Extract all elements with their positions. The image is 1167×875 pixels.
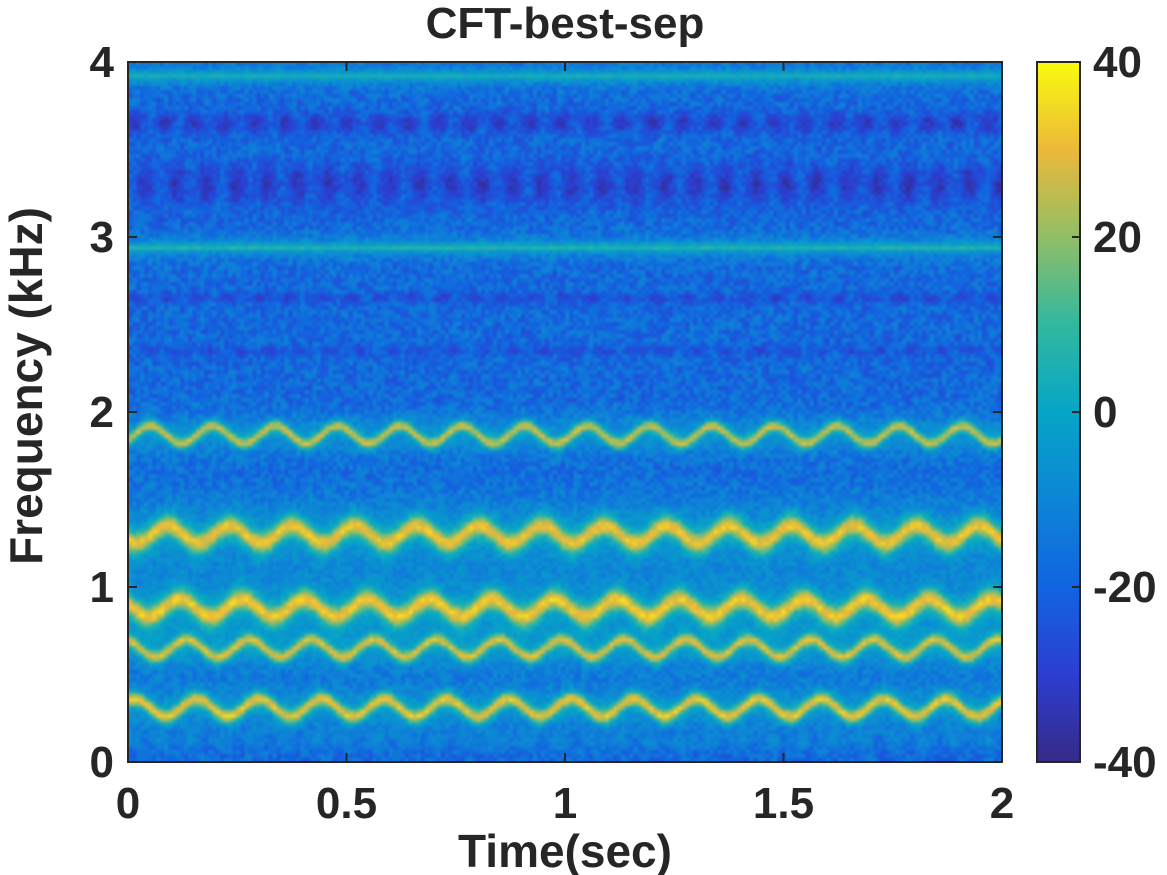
colorbar-tick-label: -20 (1093, 563, 1157, 612)
spectrogram-image (128, 62, 1002, 762)
colorbar-tick-label: -40 (1093, 738, 1157, 787)
y-axis-ticks: 0 1 2 3 4 (90, 38, 1002, 787)
colorbar-tick-label: 20 (1093, 213, 1142, 262)
x-tick-label: 2 (990, 779, 1014, 828)
x-axis-label: Time(sec) (458, 825, 672, 875)
x-tick-label: 0 (116, 779, 140, 828)
y-tick-label: 0 (90, 738, 114, 787)
y-tick-label: 2 (90, 388, 114, 437)
chart-title: CFT-best-sep (426, 0, 705, 48)
y-tick-label: 1 (90, 563, 114, 612)
y-tick-label: 3 (90, 213, 114, 262)
colorbar-tick-label: 0 (1093, 388, 1117, 437)
colorbar-ticks: 40 20 0 -20 -40 (1072, 38, 1157, 787)
x-tick-label: 0.5 (316, 779, 377, 828)
heatmap-area (128, 62, 1002, 762)
y-tick-label: 4 (90, 38, 115, 87)
x-tick-label: 1.5 (753, 779, 814, 828)
y-axis-label: Frequency (kHz) (0, 207, 52, 565)
colorbar-tick-label: 40 (1093, 38, 1142, 87)
x-axis-ticks: 0 0.5 1 1.5 2 (116, 62, 1014, 828)
x-tick-label: 1 (553, 779, 577, 828)
